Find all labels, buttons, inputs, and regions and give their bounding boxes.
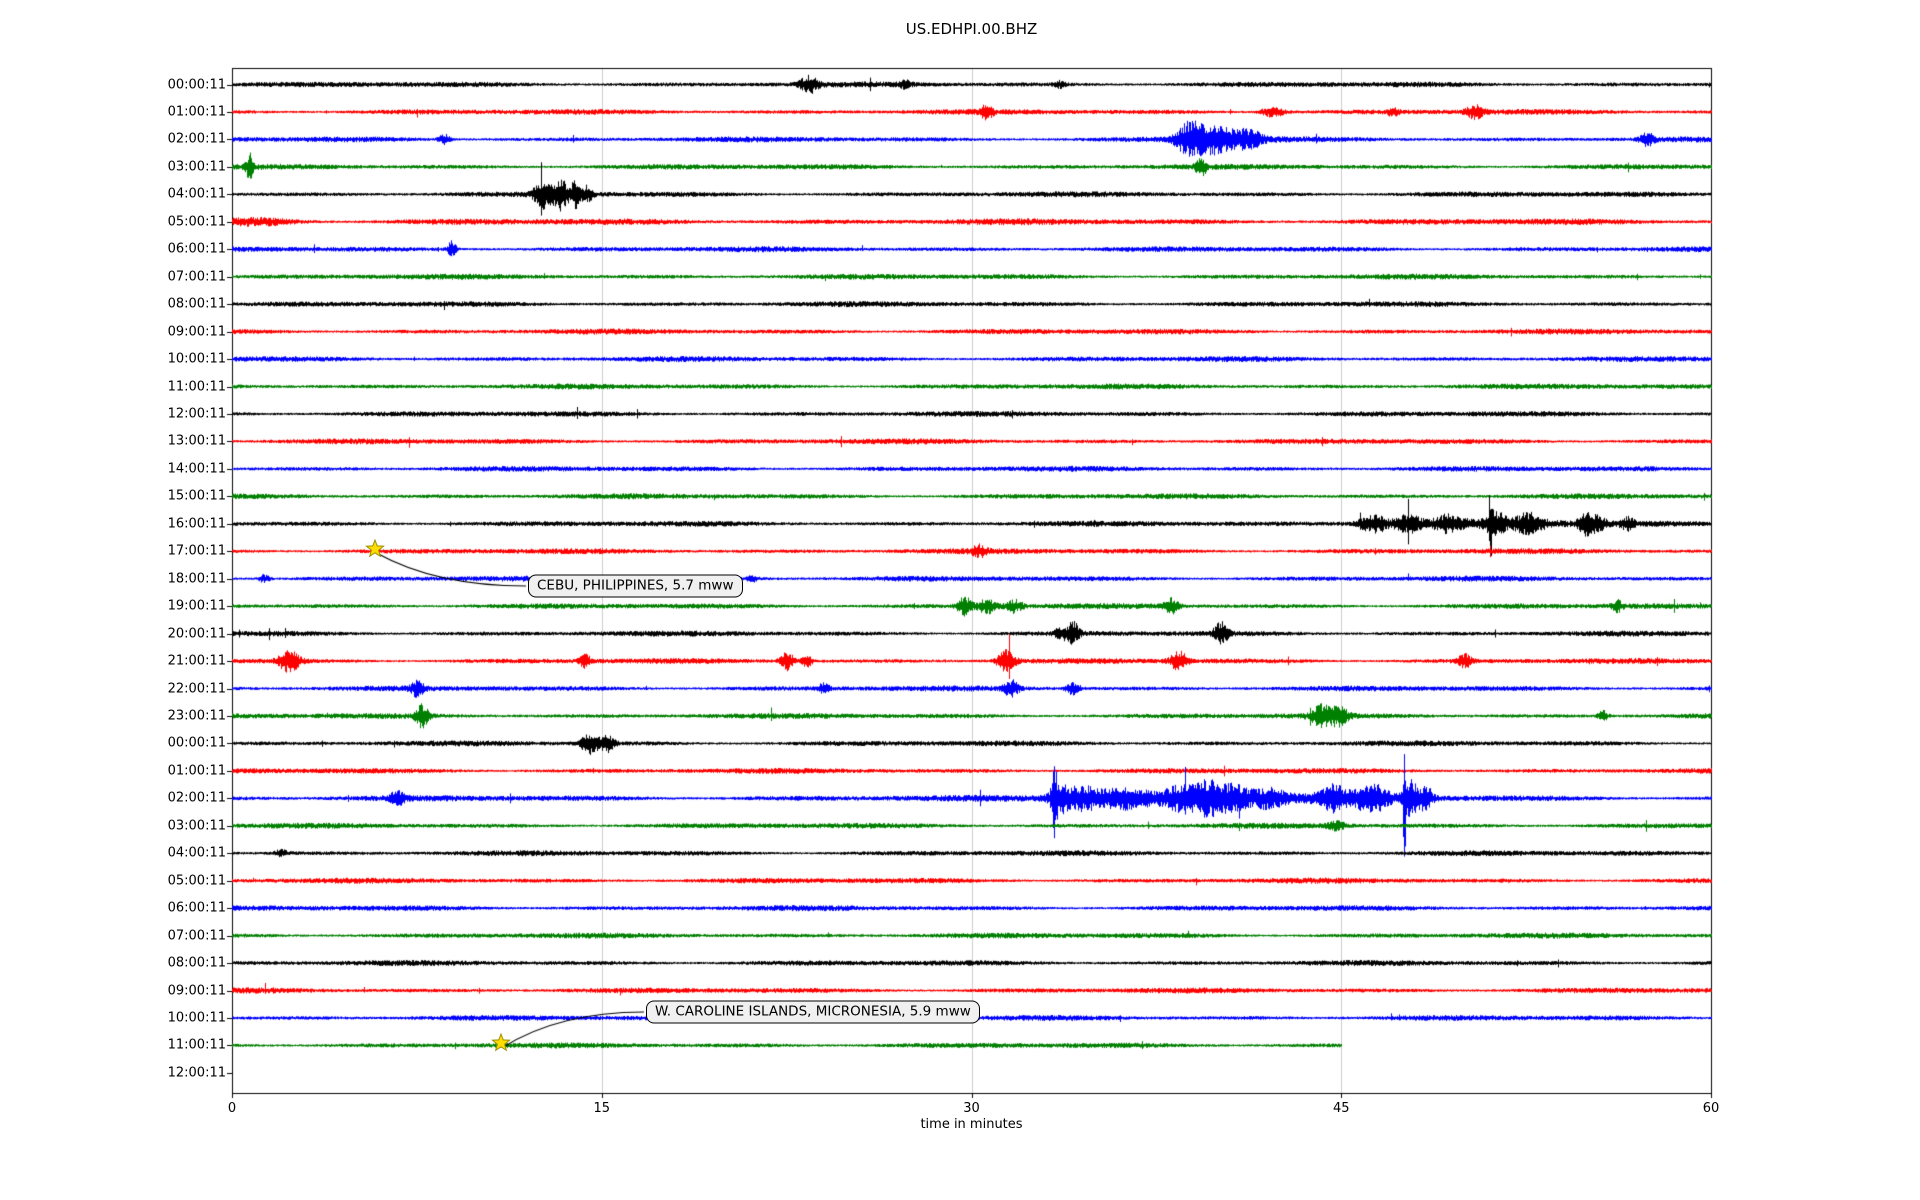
- trace-time-label: 04:00:11: [167, 186, 226, 202]
- trace-time-label: 10:00:11: [167, 1010, 226, 1026]
- trace-time-label: 05:00:11: [167, 214, 226, 230]
- x-tick-label: 30: [963, 1101, 980, 1116]
- trace-time-label: 17:00:11: [167, 543, 226, 559]
- trace-time-label: 06:00:11: [167, 241, 226, 257]
- trace-time-label: 03:00:11: [167, 159, 226, 175]
- trace-time-label: 16:00:11: [167, 516, 226, 532]
- trace-time-label: 08:00:11: [167, 955, 226, 971]
- event-annotation-cebu-philippines: CEBU, PHILIPPINES, 5.7 mww: [528, 574, 743, 598]
- trace-time-label: 23:00:11: [167, 708, 226, 724]
- event-annotation-caroline-islands: W. CAROLINE ISLANDS, MICRONESIA, 5.9 mww: [646, 1000, 980, 1024]
- trace-time-label: 02:00:11: [167, 131, 226, 147]
- trace-time-label: 07:00:11: [167, 269, 226, 285]
- event-star-icon: [365, 538, 385, 558]
- x-tick-label: 45: [1332, 1101, 1350, 1116]
- trace-time-label: 19:00:11: [167, 598, 226, 614]
- trace-time-label: 00:00:11: [167, 735, 226, 751]
- trace-time-label: 06:00:11: [167, 900, 226, 916]
- trace-time-label: 07:00:11: [167, 928, 226, 944]
- trace-time-label: 15:00:11: [167, 488, 226, 504]
- trace-time-label: 01:00:11: [167, 104, 226, 120]
- trace-time-label: 11:00:11: [167, 1037, 226, 1053]
- trace-time-label: 13:00:11: [167, 433, 226, 449]
- trace-time-label: 08:00:11: [167, 296, 226, 312]
- trace-time-label: 02:00:11: [167, 790, 226, 806]
- trace-time-label: 09:00:11: [167, 324, 226, 340]
- x-tick-label: 60: [1702, 1101, 1720, 1116]
- trace-time-label: 22:00:11: [167, 681, 226, 696]
- trace-time-label: 18:00:11: [167, 571, 226, 587]
- trace-time-label: 12:00:11: [167, 1065, 226, 1081]
- trace-time-label: 12:00:11: [167, 406, 226, 422]
- trace-time-label: 05:00:11: [167, 873, 226, 889]
- x-tick-label: 0: [227, 1101, 237, 1116]
- trace-time-label: 10:00:11: [167, 351, 226, 367]
- trace-time-label: 04:00:11: [167, 845, 226, 861]
- x-axis-label: time in minutes: [920, 1117, 1023, 1132]
- trace-time-label: 03:00:11: [167, 818, 226, 834]
- trace-time-label: 01:00:11: [167, 763, 226, 779]
- trace-time-label: 21:00:11: [167, 653, 226, 669]
- trace-time-label: 09:00:11: [167, 983, 226, 998]
- trace-time-label: 11:00:11: [167, 379, 226, 394]
- trace-time-label: 20:00:11: [167, 626, 226, 642]
- trace-time-label: 00:00:11: [167, 77, 226, 92]
- trace-time-label: 14:00:11: [167, 461, 226, 477]
- event-star-icon: [490, 1033, 511, 1052]
- chart-title: US.EDHPI.00.BHZ: [905, 20, 1038, 38]
- x-tick-label: 15: [593, 1101, 611, 1116]
